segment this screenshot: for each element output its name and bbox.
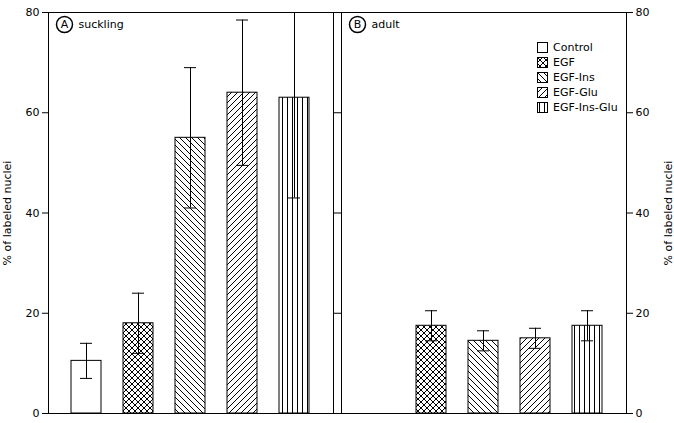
html-text:Control: Control — [553, 41, 593, 54]
svg-text:80: 80 — [26, 6, 40, 19]
svg-text:60: 60 — [636, 106, 650, 119]
html-text:EGF-Ins: EGF-Ins — [553, 71, 595, 84]
svg-text:% of labeled nuclei: % of labeled nuclei — [662, 161, 674, 266]
html-text:EGF-Ins-Glu: EGF-Ins-Glu — [553, 101, 618, 114]
svg-text:20: 20 — [26, 307, 40, 320]
html-text:EGF-Glu: EGF-Glu — [553, 86, 598, 99]
svg-text:0: 0 — [636, 407, 643, 420]
svg-text:adult: adult — [372, 18, 401, 31]
svg-text:A: A — [61, 18, 69, 31]
svg-text:60: 60 — [26, 106, 40, 119]
svg-text:20: 20 — [636, 307, 650, 320]
svg-text:suckling: suckling — [79, 18, 124, 31]
svg-text:% of labeled nuclei: % of labeled nuclei — [1, 161, 14, 266]
svg-text:40: 40 — [26, 207, 40, 220]
svg-text:40: 40 — [636, 207, 650, 220]
svg-text:80: 80 — [636, 6, 650, 19]
html-text:EGF: EGF — [553, 56, 575, 69]
svg-text:B: B — [354, 18, 362, 31]
svg-text:0: 0 — [33, 407, 40, 420]
